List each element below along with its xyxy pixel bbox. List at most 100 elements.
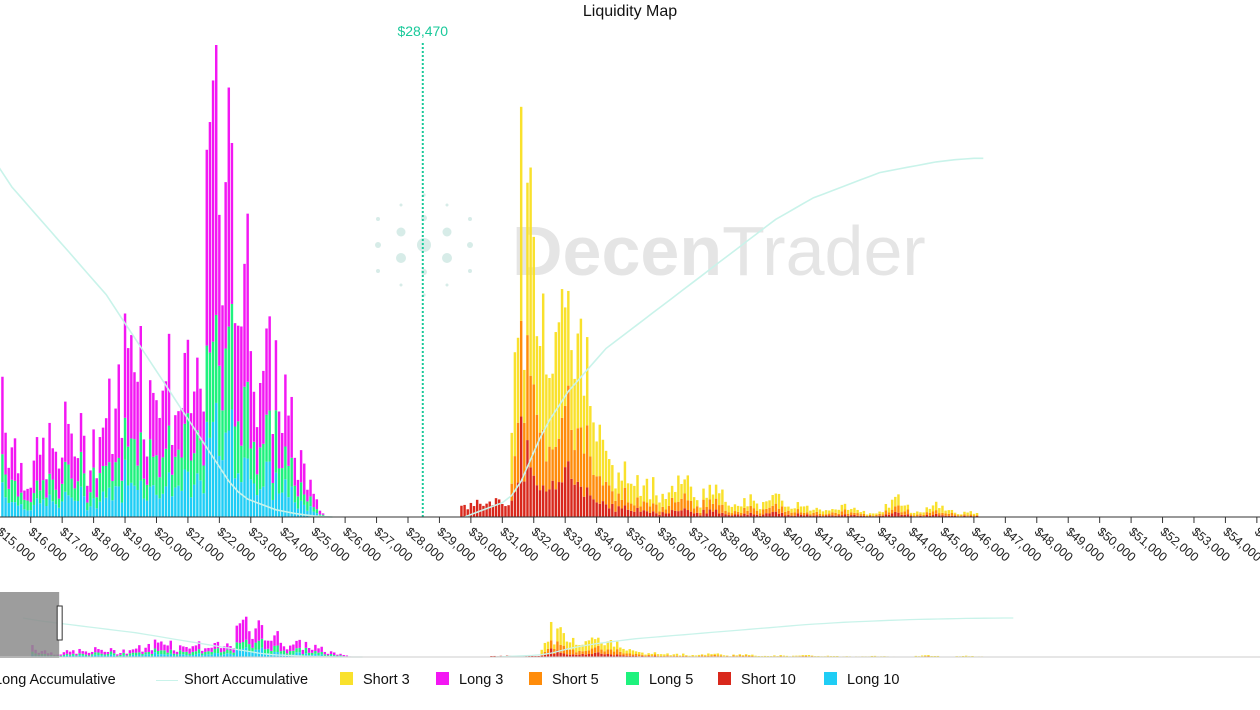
bar-short-3 [736,505,740,512]
navigator-bar [279,642,283,652]
bar-short-3 [793,508,796,513]
bar-long-3 [70,433,73,479]
bar-long-5 [145,484,149,501]
bar-short-10 [626,509,630,517]
bar-short-5 [636,497,639,509]
bar-short-5 [532,384,535,476]
bar-short-3 [938,508,941,514]
navigator-bar [751,655,754,657]
bar-long-5 [10,479,14,503]
bar-short-10 [919,515,922,517]
bar-long-3 [1,376,4,455]
navigator-bar [873,655,877,657]
bar-short-10 [633,511,636,517]
legend-item-short-5[interactable]: Short 5 [529,672,599,688]
navigator-bar [103,654,106,656]
legend-item-long-3[interactable]: Long 3 [436,672,503,688]
bar-long-3 [79,413,83,452]
navigator-bar [540,649,543,655]
navigator-bar [81,653,84,656]
navigator-bar [72,655,75,657]
bar-short-5 [592,474,595,500]
bar-short-3 [972,513,976,516]
navigator-bar [254,628,257,643]
bar-short-10 [567,461,570,517]
navigator-bar [292,650,295,655]
bar-long-10 [145,500,149,517]
navigator-bar [817,656,820,657]
bar-short-5 [538,432,542,491]
navigator-bar [565,641,569,649]
navigator-bar [726,655,729,657]
bar-long-10 [262,486,265,517]
navigator-bar [571,637,575,650]
legend-item-long-accumulative[interactable]: Long Accumulative [0,672,116,688]
navigator-bar [188,648,191,654]
legend-item-long-10[interactable]: Long 10 [824,672,899,688]
bar-short-5 [604,481,608,505]
bar-long-5 [230,303,234,410]
bar-short-5 [758,513,762,516]
navigator-bar [128,655,132,657]
bar-long-5 [262,443,265,487]
navigator-bar [326,653,330,656]
bar-short-5 [651,503,655,512]
navigator-bar [131,652,135,655]
navigator-bar [339,653,342,656]
bar-long-10 [284,479,287,517]
navigator-bar [160,650,163,655]
legend-item-long-5[interactable]: Long 5 [626,672,693,688]
range-navigator[interactable] [0,592,1260,658]
legend-label: Long 3 [459,672,504,688]
bar-short-10 [510,500,513,517]
navigator-bar [694,655,698,657]
navigator-bar [97,655,100,657]
navigator-bar [169,653,172,657]
bar-short-3 [897,494,900,506]
bar-short-10 [592,499,595,517]
bar-short-10 [601,501,605,517]
bar-short-5 [840,511,844,516]
navigator-bar [556,641,559,651]
bar-long-10 [45,506,48,517]
bar-long-5 [1,454,4,483]
bar-short-5 [862,513,866,517]
bar-long-3 [177,411,180,450]
bar-long-3 [315,499,319,510]
bar-long-10 [221,460,224,517]
bar-long-10 [79,486,83,517]
legend-label: Short Accumulative [184,672,309,688]
bar-long-10 [252,483,256,517]
bar-short-5 [922,515,925,517]
legend-item-short-10[interactable]: Short 10 [718,672,796,688]
navigator-bar [100,655,103,657]
bar-short-10 [897,512,900,517]
bar-long-10 [287,497,290,517]
bar-long-3 [293,457,297,486]
navigator-bar [757,656,760,657]
bar-short-3 [607,459,611,486]
bar-short-10 [793,515,796,517]
bar-short-3 [950,509,954,513]
navigator-bar [232,647,235,653]
bar-short-3 [567,290,570,386]
bar-short-10 [554,489,557,517]
navigator-bar [785,655,789,657]
legend-item-short-3[interactable]: Short 3 [340,672,410,688]
navigator-bar [927,656,930,657]
navigator-bar [647,654,650,657]
navigator-selection[interactable] [0,592,60,658]
bar-short-10 [859,515,862,517]
bar-long-3 [161,390,164,458]
bar-short-3 [887,507,891,513]
navigator-bar [75,655,78,657]
bar-long-3 [57,468,61,499]
navigator-bar [200,653,204,656]
bar-long-10 [10,502,14,517]
bar-short-5 [633,505,636,512]
bar-short-5 [815,511,818,516]
navigator-handle[interactable] [56,605,63,641]
bar-short-10 [469,502,473,517]
legend-item-short-accumulative[interactable]: Short Accumulative [156,672,308,688]
bar-long-5 [54,489,58,505]
